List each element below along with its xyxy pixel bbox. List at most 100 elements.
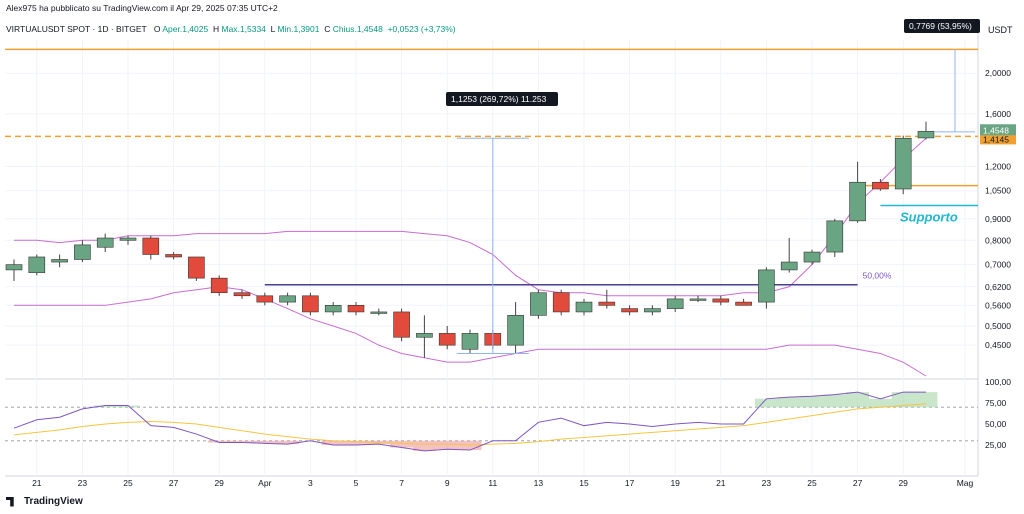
- price-tick-label: 1,2000: [985, 161, 1011, 171]
- rsi-panel: [5, 391, 978, 452]
- time-tick-label: 21: [716, 478, 726, 488]
- candle-body: [233, 292, 251, 297]
- candle-body: [689, 298, 707, 301]
- bollinger-lower: [14, 286, 927, 377]
- measure-2-label: 0,7769 (53,95%): [909, 21, 972, 31]
- candle-body: [826, 220, 844, 253]
- axis-currency: USDT: [988, 25, 1013, 35]
- candle-body: [51, 259, 68, 263]
- candle-body: [552, 292, 570, 313]
- fib-label: 50,00%: [863, 271, 892, 281]
- candle-body: [621, 308, 638, 313]
- candle-body: [894, 137, 912, 190]
- horizontal-levels: Supporto 50,00%: [5, 48, 978, 286]
- time-tick-label: 5: [354, 478, 359, 488]
- price-axis: 2,0000 1,6000 1,2000 1,0500 0,9000 0,8000 0,70…: [32, 68, 1016, 488]
- time-tick-label: 13: [534, 478, 544, 488]
- price-tick-label: 0,4500: [985, 340, 1011, 350]
- candle-body: [142, 237, 160, 255]
- level-price-tag: [980, 133, 1016, 145]
- candle-body: [347, 305, 365, 313]
- candle-body: [188, 256, 205, 279]
- time-tick-label: 21: [32, 478, 42, 488]
- candle-body: [735, 301, 752, 306]
- annotations: 1,1253 (269,72%) 11.253 0,7769 (53,95%): [446, 19, 980, 354]
- level-price-label: 1,4145: [983, 134, 1009, 144]
- candle-body: [507, 315, 524, 346]
- price-tick-label: 2,0000: [985, 68, 1011, 78]
- candle-body: [758, 269, 775, 303]
- candle-body: [598, 301, 616, 306]
- time-tick-label: 19: [670, 478, 680, 488]
- close-value: Chius.1,4548: [332, 24, 383, 34]
- tradingview-logo[interactable]: TradingView: [6, 496, 83, 507]
- candle-body: [165, 254, 182, 258]
- candle-body: [575, 301, 593, 313]
- candle-body: [96, 237, 114, 248]
- rsi-tick-label: 50,00: [985, 419, 1007, 429]
- candle-body: [370, 311, 388, 314]
- time-tick-label: Mag: [957, 478, 974, 488]
- price-tick-label: 0,6200: [985, 282, 1011, 292]
- rsi-tick-label: 75,00: [985, 398, 1007, 408]
- candle-body: [666, 298, 684, 309]
- time-tick-label: 3: [308, 478, 313, 488]
- candle-body: [849, 181, 866, 222]
- rsi-ma-line: [13, 403, 927, 446]
- candle-body: [530, 292, 547, 316]
- candle-body: [302, 295, 319, 313]
- candle-body: [324, 305, 342, 313]
- candle-body: [780, 261, 798, 271]
- current-price-tag: [980, 124, 1016, 136]
- tradingview-logo-icon: [6, 496, 14, 507]
- candle-body: [28, 256, 46, 273]
- candle-body: [438, 333, 456, 346]
- candle-body: [393, 311, 410, 338]
- time-tick-label: 29: [214, 478, 224, 488]
- measure-1-box: [446, 92, 558, 106]
- time-tick-label: 27: [169, 478, 179, 488]
- candle-body: [644, 308, 661, 313]
- price-tick-label: 1,0500: [985, 186, 1011, 196]
- publisher-line: Alex975 ha pubblicato su TradingView.com…: [6, 3, 278, 13]
- time-tick-label: 15: [579, 478, 589, 488]
- candles: [5, 121, 935, 358]
- support-label: Supporto: [900, 210, 958, 225]
- low-value: Min.1,3901: [277, 24, 320, 34]
- measure-1-label: 1,1253 (269,72%) 11.253: [451, 94, 547, 104]
- candle-body: [119, 237, 137, 241]
- time-tick-label: 11: [488, 478, 497, 488]
- candle-body: [256, 295, 274, 303]
- candle-body: [803, 251, 821, 263]
- high-value: Max.1,5334: [221, 24, 266, 34]
- price-tick-label: 0,5000: [985, 321, 1011, 331]
- change-value: +0,0523 (+3,73%): [387, 24, 456, 34]
- open-value: Aper.1,4025: [162, 24, 209, 34]
- price-tick-label: 0,9000: [985, 214, 1011, 224]
- open-label: O: [153, 24, 161, 34]
- candle-body: [872, 181, 889, 190]
- price-tick-label: 1,6000: [985, 109, 1011, 119]
- high-label: H: [212, 24, 220, 34]
- time-tick-label: 23: [78, 478, 88, 488]
- price-tick-label: 0,8000: [985, 235, 1011, 245]
- time-tick-label: 25: [807, 478, 817, 488]
- candle-body: [917, 130, 935, 139]
- time-tick-label: 23: [762, 478, 772, 488]
- candle-body: [5, 264, 23, 271]
- measure-2-box: [904, 19, 980, 33]
- candle-body: [461, 333, 479, 350]
- time-tick-label: 29: [898, 478, 908, 488]
- low-label: L: [270, 24, 276, 34]
- symbol-name[interactable]: VIRTUALUSDT SPOT · 1D · BITGET: [6, 24, 147, 34]
- time-tick-label: 27: [853, 478, 863, 488]
- candle-body: [416, 333, 433, 338]
- current-price-label: 1,4548: [983, 125, 1009, 135]
- time-tick-label: 9: [445, 478, 450, 488]
- brand-name: TradingView: [24, 496, 83, 507]
- time-tick-label: Apr: [258, 478, 271, 488]
- candle-body: [279, 295, 296, 303]
- price-tick-label: 0,7000: [985, 260, 1011, 270]
- candle-body: [210, 277, 228, 294]
